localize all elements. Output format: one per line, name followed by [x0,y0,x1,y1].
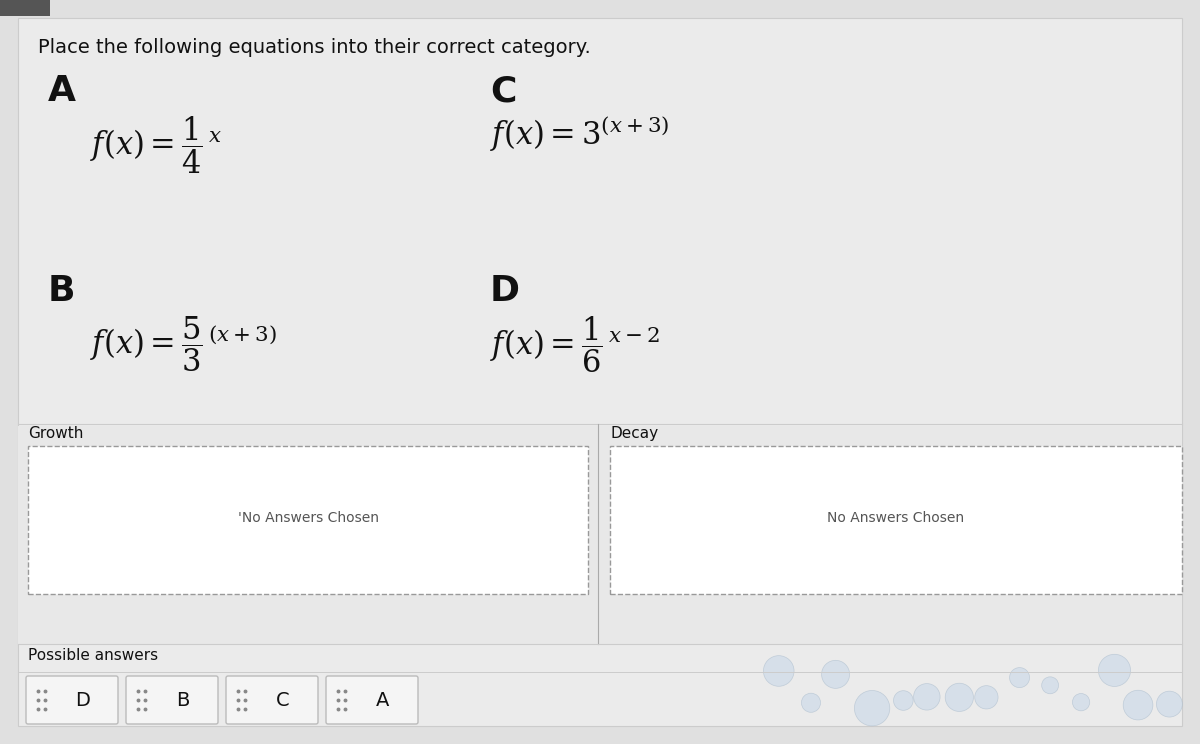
Circle shape [763,655,794,686]
Circle shape [1157,691,1182,717]
Bar [610,446,1182,594]
FancyBboxPatch shape [126,676,218,724]
Circle shape [946,683,973,711]
Bar [28,446,588,594]
Circle shape [1042,677,1058,693]
Text: $f(x) = \dfrac{1}{6}^{\,x-2}$: $f(x) = \dfrac{1}{6}^{\,x-2}$ [490,314,660,374]
Text: D: D [76,690,90,710]
Text: C: C [276,690,289,710]
Circle shape [854,690,889,726]
Text: A: A [48,74,76,108]
Text: No Answers Chosen: No Answers Chosen [828,511,965,525]
Text: 'No Answers Chosen: 'No Answers Chosen [238,511,378,525]
Text: $f(x) = \dfrac{5}{3}^{\,(x+3)}$: $f(x) = \dfrac{5}{3}^{\,(x+3)}$ [90,314,277,373]
Bar [0,0,50,16]
Circle shape [913,684,940,710]
Text: B: B [176,690,190,710]
Text: B: B [48,274,76,308]
Text: Possible answers: Possible answers [28,648,158,663]
Circle shape [974,686,998,709]
Text: A: A [376,690,389,710]
Text: $f(x) = 3^{(x+3)}$: $f(x) = 3^{(x+3)}$ [490,114,670,155]
Circle shape [1123,690,1153,720]
Text: C: C [490,74,516,108]
Text: $f(x) = \dfrac{1}{4}^{\,x}$: $f(x) = \dfrac{1}{4}^{\,x}$ [90,114,222,176]
Circle shape [1098,654,1130,687]
Text: Decay: Decay [610,426,658,441]
FancyBboxPatch shape [26,676,118,724]
FancyBboxPatch shape [326,676,418,724]
Circle shape [822,661,850,688]
Circle shape [894,690,913,711]
Bar [18,426,1182,644]
Text: D: D [490,274,520,308]
FancyBboxPatch shape [226,676,318,724]
Circle shape [802,693,821,712]
Text: Growth: Growth [28,426,83,441]
Circle shape [1073,693,1090,711]
Circle shape [1009,667,1030,687]
Text: Place the following equations into their correct category.: Place the following equations into their… [38,38,590,57]
